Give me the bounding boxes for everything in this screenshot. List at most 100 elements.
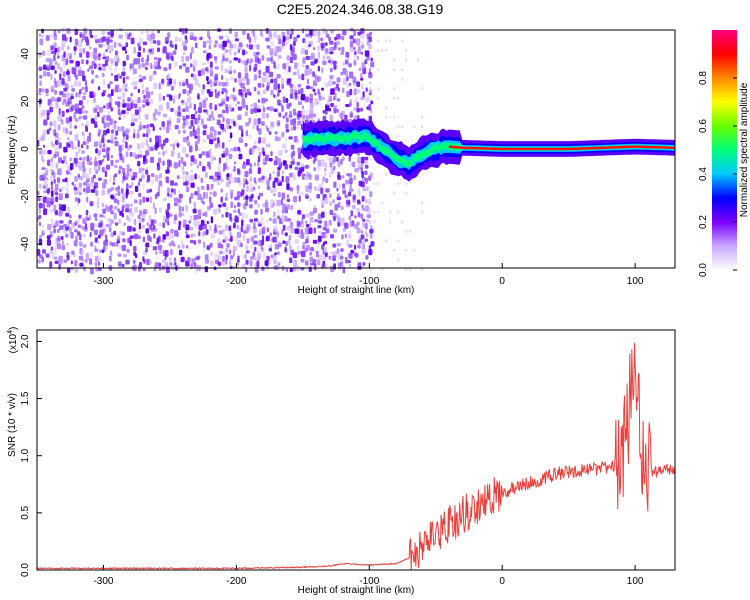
spectrogram-cell [58,193,63,201]
spectrogram-cell [377,68,380,72]
spectrogram-cell [73,240,78,247]
spectrogram-cell [273,83,278,90]
spectrogram-cell [185,115,190,120]
spectrogram-cell [69,219,72,224]
spectrogram-cell [316,165,321,172]
spectrogram-cell [233,161,237,165]
spectrogram-cell [253,102,257,108]
spectrogram-cell [316,194,321,199]
spectrogram-cell [370,61,375,68]
spectrogram-cell [206,220,209,225]
spectrogram-cell [292,54,297,60]
spectrogram-cell [142,89,145,94]
spectrogram-cell [66,187,69,195]
spectrogram-cell [170,85,174,91]
spectrogram-cell [114,101,119,105]
spectrogram-cell [305,245,310,251]
spectrogram-cell [348,200,351,207]
spectrogram-cell [276,92,280,97]
spectrogram-cell [139,199,142,206]
spectrogram-cell [278,242,282,248]
spectrogram-cell [261,147,265,154]
spectrogram-cell [194,79,199,86]
spectrogram-cell [66,142,70,147]
spectrogram-cell [93,141,99,147]
spectrogram-cell [133,199,138,204]
spectrogram-cell [59,73,62,81]
spectrogram-cell [300,163,305,168]
spectrogram-cell [121,167,126,174]
spectrogram-cell [78,48,83,54]
spectrogram-cell [244,66,248,73]
spectrogram-cell [229,125,232,129]
spectrogram-cell [281,105,284,112]
spectrogram-cell [360,234,365,240]
spectrogram-cell [348,191,352,197]
spectrogram-cell [316,76,321,82]
spectrogram-cell [292,118,297,126]
spectrogram-cell [67,267,71,273]
spectrogram-cell [344,194,348,199]
spectrogram-cell [102,89,107,94]
spectrogram-cell [118,218,122,224]
spectrogram-cell [93,97,96,103]
spectrogram-cell [105,234,108,241]
spectrogram-cell [290,204,294,210]
spectrogram-cell [213,253,218,260]
spectrogram-cell [94,245,97,250]
spectrogram-cell [221,214,224,218]
spectrogram-cell [249,176,253,182]
spectrogram-cell [266,143,271,148]
spectrogram-cell [324,197,329,205]
spectrogram-cell [88,132,91,137]
spectrogram-cell [117,88,122,93]
spectrogram-cell [83,134,85,142]
spectrogram-cell [101,148,106,153]
spectrogram-cell [229,173,232,178]
spectrogram-cell [141,174,145,179]
spectrogram-cell [336,196,341,201]
spectrogram-cell [358,45,361,51]
spectrogram-x-ticks: -300 -200 -100 0 100 [93,263,644,287]
spectrogram-cell [268,158,273,162]
spectrogram-cell [117,190,121,196]
spectrogram-cell [109,50,112,54]
spectrogram-cell [46,239,51,246]
spectrogram-cell [222,109,226,114]
spectrogram-cell [296,220,301,228]
spectrogram-cell [137,214,141,219]
spectrogram-cell [113,123,117,130]
spectrogram-cell [349,88,353,96]
spectrogram-cell [41,134,46,141]
spectrogram-cell [200,36,203,41]
spectrogram-cell [222,229,225,233]
spectrogram-cell [229,40,232,45]
spectrogram-cell [365,87,368,92]
spectrogram-cell [288,136,293,140]
spectrogram-cell [225,206,229,211]
spectrogram-cell [301,73,305,81]
spectrogram-cell [360,27,365,34]
spectrogram-cell [129,190,134,195]
spectrogram-cell [218,208,221,213]
spectrogram-cell [93,63,97,69]
spectrogram-cell [170,107,174,112]
spectrogram-cell [286,29,290,36]
spectrogram-cell [229,60,232,64]
snr-scale-note: (x104) [7,327,19,354]
spectrogram-cell [352,220,355,226]
spectrogram-cell [156,165,161,171]
spectrogram-cell [117,108,121,116]
spectrogram-cell [262,104,265,110]
spectrogram-cell [142,76,147,80]
spectrogram-cell [160,143,164,150]
spectrogram-cell [197,174,200,179]
spectrogram-cell [222,251,225,255]
spectrogram-cell [178,160,181,168]
spectrogram-cell [182,51,186,56]
spectrogram-cell [185,101,188,107]
spectrogram-cell [169,257,172,262]
spectrogram-cell [220,113,224,118]
spectrogram-cell [125,134,129,140]
spectrogram-cell [296,34,300,38]
